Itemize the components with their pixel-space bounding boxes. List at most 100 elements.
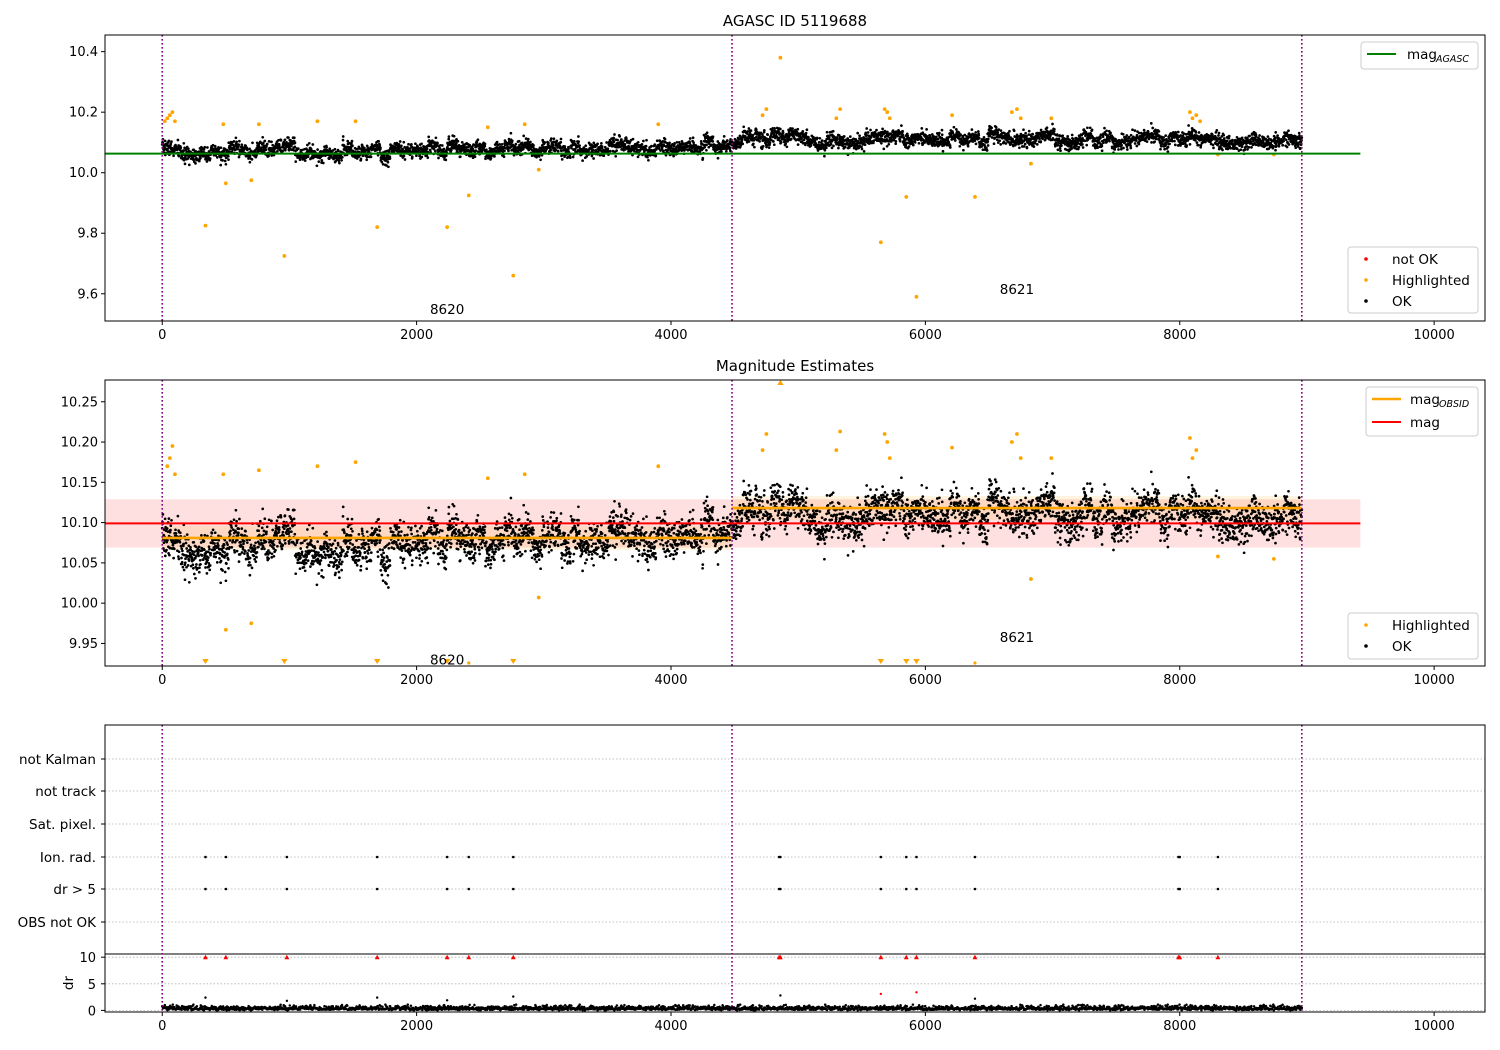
p1-ok-point <box>612 140 616 144</box>
p1-ok-point <box>994 125 998 129</box>
p1-ok-point <box>1297 143 1300 146</box>
p1-ok-point <box>986 144 990 147</box>
p1-ok-point <box>1243 148 1247 152</box>
p1-ok-point <box>753 145 756 149</box>
p1-ok-point <box>471 145 474 148</box>
p1-ok-point <box>1247 145 1251 149</box>
p1-ok-point <box>1127 135 1131 139</box>
p1-ok-point <box>337 159 341 163</box>
p1-ok-point <box>460 140 464 144</box>
p1-ok-point <box>907 145 911 148</box>
p1-legend-label: not OK <box>1392 252 1439 268</box>
p1-ok-point <box>522 134 526 138</box>
p1-highlighted-point <box>223 181 228 186</box>
p1-ok-point <box>1240 136 1244 140</box>
p1-ok-point <box>1027 129 1031 133</box>
p1-ok-point <box>940 128 944 132</box>
p2-ok-point <box>183 561 187 565</box>
p1-ok-point <box>294 160 298 163</box>
p1-ok-point <box>725 139 729 142</box>
p2-ok-point <box>162 541 166 545</box>
p1-highlighted-point <box>167 113 172 118</box>
p1-ok-point <box>1297 131 1301 135</box>
p1-ok-point <box>410 155 414 159</box>
p1-ok-point <box>1125 134 1129 137</box>
p1-ok-point <box>468 143 472 147</box>
p1-ok-point <box>449 148 453 152</box>
p1-ok-point <box>1054 141 1058 145</box>
p1-ok-point <box>990 126 993 130</box>
p1-ok-point <box>1081 146 1085 149</box>
p1-ok-point <box>464 145 468 149</box>
p1-ok-point <box>351 144 354 148</box>
p1-ok-point <box>336 149 340 153</box>
p1-ok-point <box>556 149 560 153</box>
p1-ok-point <box>340 155 344 159</box>
p1-ok-point <box>485 148 488 152</box>
p1-ok-point <box>893 136 897 139</box>
p1-ok-point <box>843 145 847 149</box>
p1-ok-point <box>248 154 252 158</box>
p1-ok-point <box>1056 148 1060 152</box>
p1-highlighted-point <box>1015 107 1019 112</box>
p1-ok-point <box>1105 129 1108 133</box>
p1-ok-point <box>1059 149 1062 153</box>
p1-ok-point <box>298 158 302 162</box>
p1-ok-point <box>378 144 382 147</box>
p1-ok-point <box>205 160 209 163</box>
p1-ok-point <box>377 139 380 143</box>
p1-ok-point <box>1061 134 1065 138</box>
p1-ok-point <box>320 159 324 162</box>
p1-ok-point <box>705 131 709 135</box>
p1-ok-point <box>1221 148 1224 152</box>
p1-highlighted-point <box>760 113 765 118</box>
p1-ok-point <box>645 138 648 142</box>
p1-ytick-label: 9.8 <box>77 227 98 242</box>
p1-ok-point <box>325 146 328 149</box>
p2-ok-point <box>169 524 173 528</box>
p1-ok-point <box>172 154 175 158</box>
p1-ok-point <box>613 133 616 136</box>
p1-highlighted-point <box>522 122 527 127</box>
p1-ok-point <box>552 137 556 141</box>
p1-ok-point <box>399 154 403 157</box>
p1-ok-point <box>1294 146 1298 150</box>
p1-ok-point <box>804 131 808 135</box>
p1-ok-point <box>802 138 806 142</box>
p1-ok-point <box>728 146 732 150</box>
p1-ok-point <box>809 144 813 147</box>
p1-ok-point <box>456 139 460 143</box>
p1-ok-point <box>221 159 224 162</box>
p1-ok-point <box>614 154 618 158</box>
p1-ok-point <box>842 135 846 138</box>
p1-ok-point <box>262 141 265 145</box>
p1-ok-point <box>436 141 439 145</box>
p1-ok-point <box>784 142 788 146</box>
p1-ok-point <box>410 143 413 146</box>
p1-ok-point <box>970 128 974 131</box>
p1-ok-point <box>177 154 181 158</box>
p1-ok-point <box>1284 138 1288 142</box>
p1-ok-point <box>163 139 167 143</box>
p1-ok-point <box>1222 133 1226 137</box>
p1-ok-point <box>772 140 775 143</box>
p1-ok-point <box>618 135 622 138</box>
p1-ok-point <box>636 155 640 159</box>
p1-ok-point <box>886 130 889 134</box>
p1-ok-point <box>398 140 402 143</box>
p2-ok-point <box>165 527 169 530</box>
p1-ok-point <box>237 155 241 159</box>
p1-ok-point <box>333 147 337 151</box>
p1-ok-point <box>348 141 351 145</box>
p1-ok-point <box>1151 126 1155 130</box>
p1-ok-point <box>823 148 827 152</box>
p1-ok-point <box>202 148 206 151</box>
p1-ok-point <box>1081 143 1084 146</box>
p1-highlighted-point <box>1194 113 1199 118</box>
p1-ok-point <box>716 156 720 160</box>
p2-ok-point <box>182 542 185 546</box>
p1-ok-point <box>758 140 761 143</box>
p1-ok-point <box>1025 146 1029 150</box>
p1-ok-point <box>434 149 437 153</box>
